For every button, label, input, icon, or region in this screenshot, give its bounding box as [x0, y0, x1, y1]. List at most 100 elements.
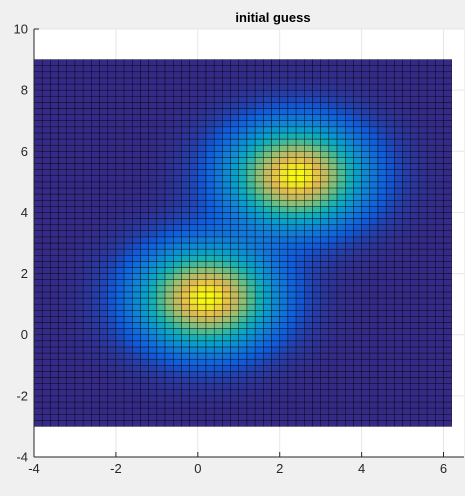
surface-cell: [320, 218, 330, 225]
surface-cell: [107, 59, 117, 66]
surface-cell: [385, 407, 395, 415]
surface-cell: [132, 248, 141, 256]
surface-cell: [295, 316, 305, 323]
surface-cell: [263, 413, 272, 421]
surface-cell: [410, 395, 420, 403]
surface-cell: [295, 395, 305, 403]
surface-cell: [263, 59, 272, 66]
surface-cell: [287, 365, 297, 372]
surface-cell: [205, 138, 215, 146]
surface-cell: [74, 175, 84, 183]
surface-cell: [336, 407, 346, 415]
surface-cell: [402, 65, 411, 73]
surface-cell: [271, 71, 280, 79]
surface-cell: [312, 389, 321, 397]
surface-cell: [304, 377, 313, 384]
surface-cell: [443, 65, 452, 73]
surface-cell: [238, 199, 248, 207]
surface-cell: [426, 413, 436, 421]
surface-cell: [123, 151, 133, 158]
surface-cell: [91, 77, 100, 85]
surface-cell: [164, 126, 174, 134]
surface-cell: [336, 236, 346, 244]
surface-cell: [418, 59, 428, 66]
surface-cell: [361, 401, 371, 409]
surface-cell: [230, 181, 239, 189]
surface-cell: [369, 138, 379, 146]
surface-cell: [385, 273, 395, 280]
surface-cell: [66, 77, 76, 85]
surface-cell: [99, 316, 108, 323]
surface-cell: [345, 77, 354, 85]
surface-cell: [140, 261, 149, 268]
surface-cell: [254, 383, 264, 390]
surface-cell: [164, 310, 174, 317]
surface-cell: [99, 89, 108, 97]
surface-cell: [189, 132, 199, 140]
surface-cell: [394, 340, 403, 348]
surface-cell: [320, 316, 330, 323]
surface-cell: [148, 407, 158, 415]
surface-cell: [181, 340, 190, 348]
surface-cell: [205, 273, 215, 280]
surface-cell: [173, 199, 182, 207]
surface-cell: [287, 297, 297, 305]
surface-cell: [410, 120, 420, 128]
surface-cell: [246, 187, 256, 195]
surface-cell: [74, 102, 84, 109]
surface-cell: [328, 236, 338, 244]
surface-cell: [271, 151, 280, 158]
surface-cell: [312, 224, 321, 231]
surface-cell: [58, 242, 67, 250]
surface-cell: [435, 242, 444, 250]
surface-cell: [394, 230, 403, 238]
surface-cell: [164, 120, 174, 128]
surface-cell: [377, 132, 387, 140]
surface-cell: [312, 413, 321, 421]
surface-cell: [410, 267, 420, 274]
surface-cell: [58, 401, 67, 409]
surface-cell: [74, 365, 84, 372]
surface-cell: [173, 83, 182, 91]
surface-cell: [304, 322, 313, 329]
surface-cell: [361, 383, 371, 390]
surface-cell: [238, 218, 248, 225]
surface-cell: [107, 138, 117, 146]
surface-cell: [295, 193, 305, 201]
surface-cell: [271, 114, 280, 121]
surface-cell: [254, 224, 264, 231]
surface-cell: [353, 334, 362, 342]
surface-cell: [320, 83, 330, 91]
surface-cell: [91, 108, 100, 115]
surface-cell: [189, 291, 199, 299]
surface-cell: [123, 108, 133, 115]
surface-cell: [353, 206, 362, 213]
surface-cell: [361, 420, 371, 427]
surface-cell: [328, 224, 338, 231]
surface-cell: [205, 65, 215, 73]
surface-cell: [328, 96, 338, 103]
surface-cell: [271, 144, 280, 152]
surface-cell: [50, 383, 59, 390]
surface-cell: [222, 291, 231, 299]
surface-cell: [312, 138, 321, 146]
y-tick-label: 0: [21, 327, 28, 342]
surface-cell: [426, 108, 436, 115]
surface-cell: [402, 316, 411, 323]
surface-cell: [41, 255, 51, 262]
surface-cell: [173, 383, 182, 390]
surface-cell: [107, 383, 117, 390]
surface-cell: [279, 340, 289, 348]
surface-cell: [58, 108, 67, 115]
surface-cell: [312, 151, 321, 158]
surface-cell: [402, 297, 411, 305]
surface-cell: [402, 199, 411, 207]
surface-cell: [345, 371, 354, 378]
surface-cell: [66, 59, 76, 66]
surface-cell: [418, 273, 428, 280]
surface-cell: [115, 401, 125, 409]
surface-cell: [99, 420, 108, 427]
surface-cell: [173, 255, 182, 262]
surface-cell: [279, 371, 289, 378]
surface-cell: [345, 261, 354, 268]
